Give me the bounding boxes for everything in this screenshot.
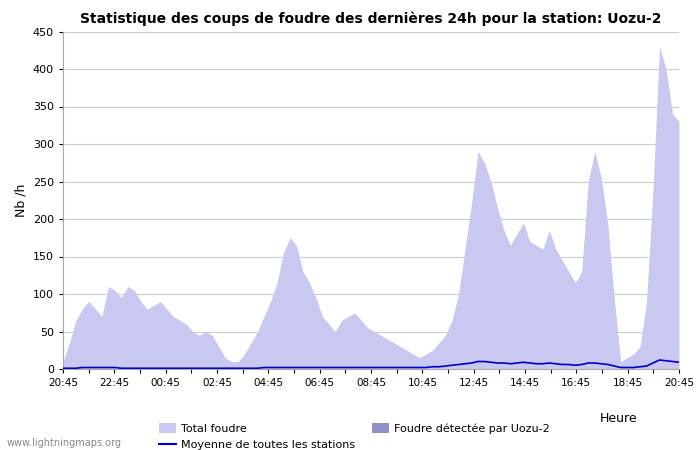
Title: Statistique des coups de foudre des dernières 24h pour la station: Uozu-2: Statistique des coups de foudre des dern…: [80, 12, 662, 26]
Text: Heure: Heure: [599, 412, 637, 425]
Text: www.lightningmaps.org: www.lightningmaps.org: [7, 438, 122, 448]
Y-axis label: Nb /h: Nb /h: [14, 184, 27, 217]
Legend: Total foudre, Moyenne de toutes les stations, Foudre détectée par Uozu-2: Total foudre, Moyenne de toutes les stat…: [155, 418, 554, 450]
